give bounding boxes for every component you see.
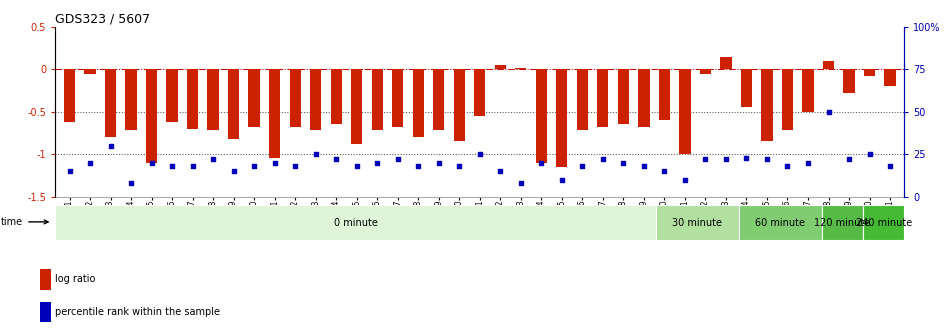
Point: [780, 163, 795, 169]
Bar: [85, 69, 96, 74]
Bar: [782, 69, 793, 130]
Point: [636, 163, 651, 169]
Point: [574, 163, 590, 169]
Point: [595, 157, 611, 162]
Point: [739, 155, 754, 160]
Bar: [618, 69, 629, 124]
Bar: [679, 69, 690, 154]
Point: [165, 163, 180, 169]
Point: [534, 160, 549, 165]
Bar: [515, 68, 527, 69]
Text: 240 minute: 240 minute: [856, 218, 912, 227]
Bar: [187, 69, 198, 129]
Bar: [248, 69, 260, 127]
Bar: [700, 69, 711, 74]
Point: [862, 152, 877, 157]
Point: [615, 160, 631, 165]
Text: GDS323 / 5607: GDS323 / 5607: [55, 12, 150, 26]
Bar: [803, 69, 814, 112]
Point: [718, 157, 733, 162]
Text: time: time: [1, 217, 49, 227]
Bar: [762, 69, 772, 141]
Bar: [331, 69, 341, 124]
Text: 30 minute: 30 minute: [672, 218, 722, 227]
Point: [883, 163, 898, 169]
Point: [205, 157, 221, 162]
Bar: [413, 69, 424, 137]
Point: [677, 177, 692, 182]
Point: [144, 160, 159, 165]
Bar: [475, 69, 485, 116]
Bar: [495, 65, 506, 69]
Point: [821, 109, 836, 114]
Point: [83, 160, 98, 165]
Text: 120 minute: 120 minute: [814, 218, 870, 227]
Point: [124, 180, 139, 186]
Text: percentile rank within the sample: percentile rank within the sample: [55, 307, 220, 317]
Bar: [310, 69, 321, 130]
Bar: [720, 56, 731, 69]
Bar: [40, 302, 50, 322]
Bar: [351, 69, 362, 144]
Point: [370, 160, 385, 165]
Bar: [844, 69, 855, 93]
Point: [411, 163, 426, 169]
Bar: [269, 69, 281, 158]
Bar: [739, 205, 822, 240]
Point: [698, 157, 713, 162]
Bar: [126, 69, 137, 130]
Bar: [823, 61, 834, 69]
Bar: [228, 69, 240, 139]
Bar: [40, 269, 50, 290]
Point: [349, 163, 364, 169]
Bar: [55, 205, 656, 240]
Point: [452, 163, 467, 169]
Bar: [656, 205, 739, 240]
Bar: [556, 69, 568, 167]
Point: [493, 168, 508, 174]
Text: 60 minute: 60 minute: [755, 218, 805, 227]
Bar: [535, 69, 547, 163]
Bar: [392, 69, 403, 127]
Bar: [64, 69, 75, 122]
Bar: [638, 69, 650, 127]
Bar: [659, 69, 670, 120]
Point: [62, 168, 77, 174]
Bar: [864, 69, 875, 76]
Bar: [433, 69, 444, 130]
Point: [287, 163, 302, 169]
Bar: [741, 69, 752, 108]
Point: [759, 157, 774, 162]
Bar: [822, 205, 863, 240]
Point: [657, 168, 672, 174]
Point: [185, 163, 201, 169]
Point: [267, 160, 282, 165]
Bar: [863, 205, 904, 240]
Bar: [884, 69, 896, 86]
Point: [226, 168, 242, 174]
Bar: [146, 69, 157, 163]
Point: [103, 143, 118, 149]
Bar: [207, 69, 219, 130]
Point: [514, 180, 529, 186]
Point: [472, 152, 487, 157]
Bar: [105, 69, 116, 137]
Point: [329, 157, 344, 162]
Text: log ratio: log ratio: [55, 275, 95, 284]
Point: [801, 160, 816, 165]
Point: [842, 157, 857, 162]
Bar: [372, 69, 383, 130]
Bar: [454, 69, 465, 141]
Bar: [576, 69, 588, 130]
Point: [246, 163, 262, 169]
Point: [308, 152, 323, 157]
Point: [431, 160, 446, 165]
Point: [390, 157, 405, 162]
Bar: [289, 69, 301, 127]
Point: [554, 177, 570, 182]
Bar: [166, 69, 178, 122]
Bar: [597, 69, 609, 127]
Text: 0 minute: 0 minute: [334, 218, 378, 227]
